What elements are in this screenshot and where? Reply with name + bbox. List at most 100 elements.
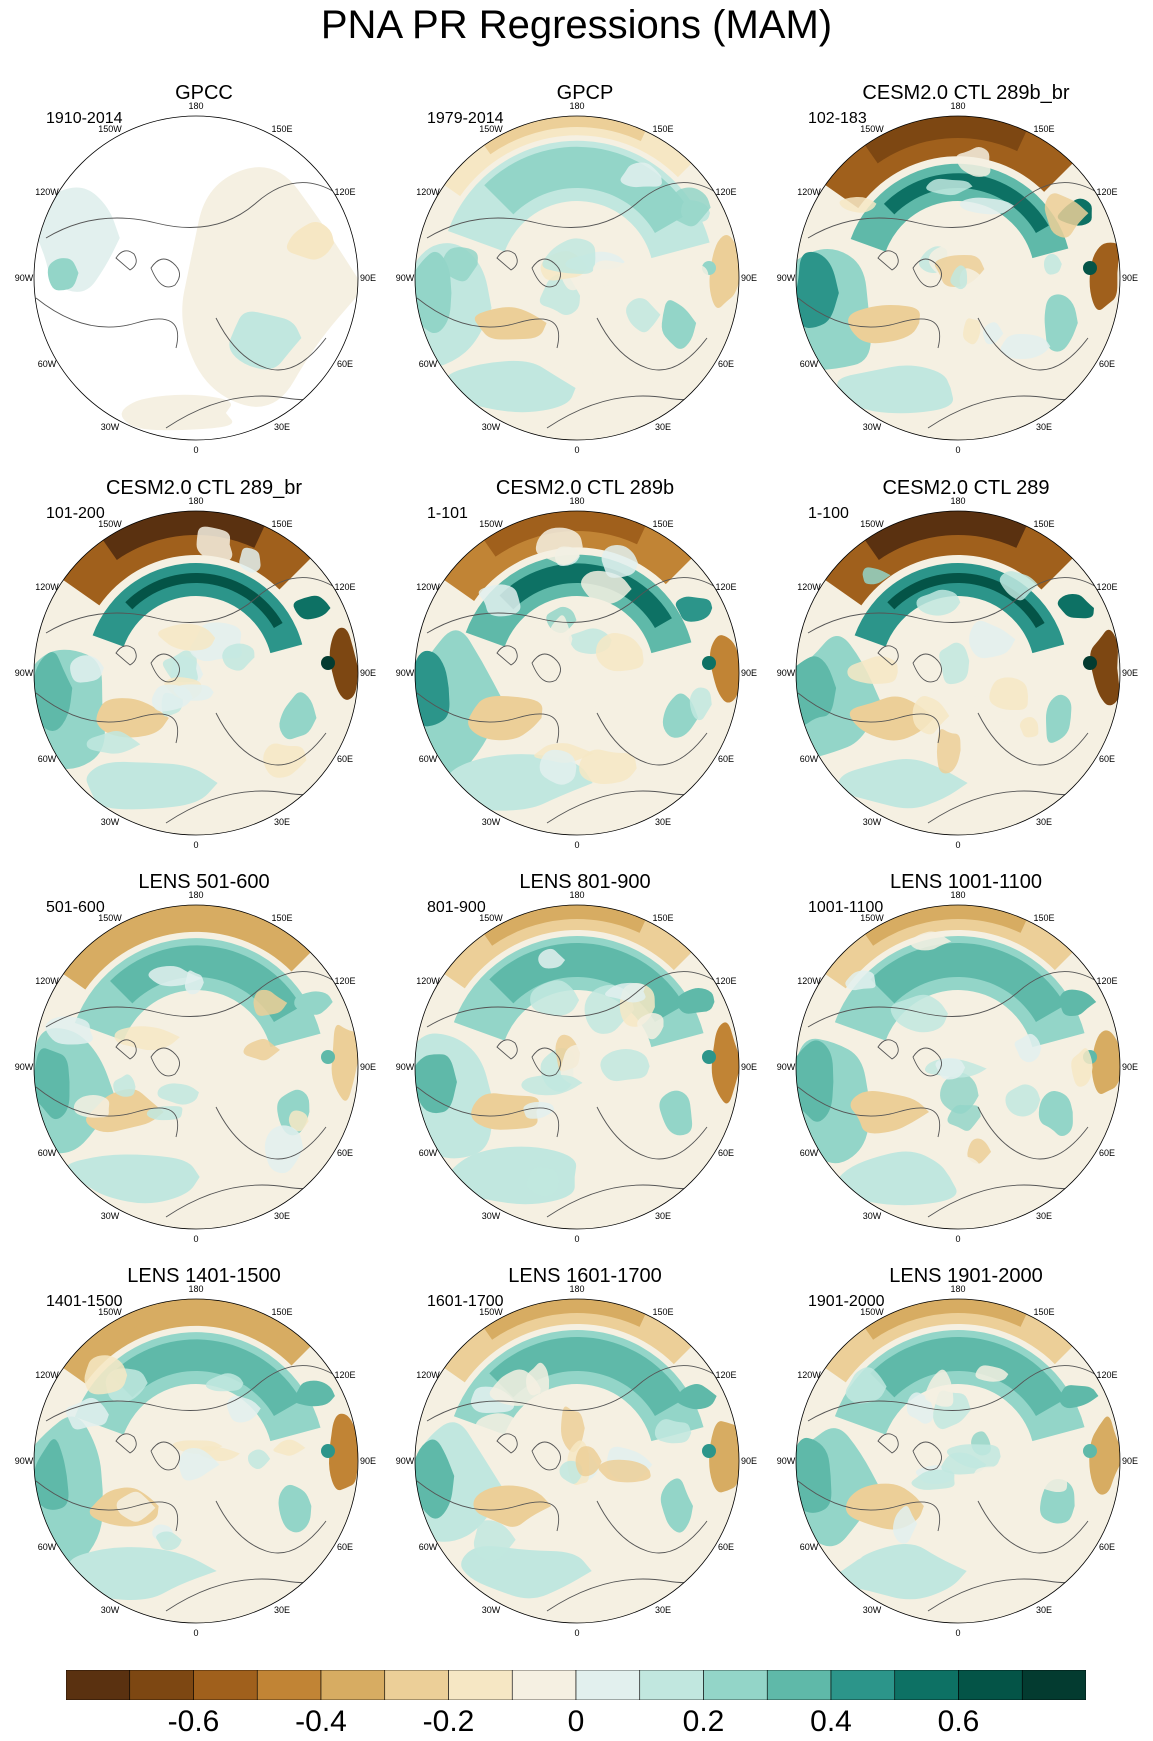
longitude-label: 90E bbox=[360, 273, 376, 283]
longitude-label: 60E bbox=[337, 1542, 353, 1552]
panel-title: LENS 1001-1100 bbox=[890, 871, 1042, 893]
noise-patch bbox=[273, 1439, 306, 1456]
coastline bbox=[912, 1441, 942, 1471]
wet-core-pacific bbox=[870, 943, 1066, 1022]
longitude-label: 30W bbox=[101, 1605, 120, 1615]
coastline bbox=[797, 1086, 940, 1138]
wet-spot-tibet bbox=[1083, 656, 1097, 670]
wet-band-pacific bbox=[92, 563, 303, 654]
longitude-label: 180 bbox=[569, 496, 584, 506]
noise-patch bbox=[983, 322, 1004, 345]
noise-patch bbox=[442, 247, 478, 282]
noise-patch bbox=[924, 1369, 954, 1407]
panel-period: 1-100 bbox=[808, 505, 849, 522]
noise-patch bbox=[939, 642, 970, 685]
noise-patch bbox=[911, 1469, 955, 1490]
panel-2: 0 30E 60E 90E 120E 150E 180 150W 120W 90W 60W 30W GP… bbox=[394, 80, 776, 475]
noise-patch bbox=[178, 1448, 220, 1481]
longitude-label: 180 bbox=[950, 1284, 965, 1294]
panel-5: 0 30E 60E 90E 120E 150E 180 150W 120W 90W 60W 30W CE… bbox=[394, 475, 776, 870]
map-border bbox=[795, 510, 1121, 836]
noise-patch bbox=[1044, 193, 1089, 238]
colorbar-svg bbox=[65, 1669, 1087, 1701]
longitude-label: 30W bbox=[482, 422, 501, 432]
wet-core-pacific bbox=[110, 1339, 302, 1416]
coastline bbox=[496, 1433, 518, 1454]
longitude-label: 30E bbox=[274, 817, 290, 827]
longitude-label: 90E bbox=[1122, 668, 1138, 678]
polar-map: 0 30E 60E 90E 120E 150E 180 150W 120W 90W 60W 30W bbox=[396, 1284, 757, 1638]
dry-region-canada bbox=[850, 1090, 929, 1134]
polar-map: 0 30E 60E 90E 120E 150E 180 150W 120W 90W 60W 30W bbox=[15, 890, 376, 1244]
coastline bbox=[35, 692, 178, 744]
longitude-label: 60E bbox=[1099, 359, 1115, 369]
longitude-label: 90E bbox=[741, 1456, 757, 1466]
noise-patch bbox=[165, 1495, 202, 1527]
noise-patch bbox=[956, 147, 991, 177]
coastline bbox=[35, 1086, 178, 1138]
dry-spot-east-asia bbox=[1091, 1030, 1120, 1094]
noise-patch bbox=[158, 623, 216, 651]
field-layer bbox=[796, 905, 1120, 1229]
noise-patch bbox=[164, 1068, 204, 1084]
longitude-label: 150W bbox=[479, 913, 503, 923]
noise-patch bbox=[926, 178, 973, 196]
map-border bbox=[414, 115, 740, 441]
coastline bbox=[150, 1047, 180, 1077]
coastline bbox=[797, 297, 940, 349]
panel-title: LENS 1901-2000 bbox=[889, 1265, 1043, 1287]
coastline bbox=[416, 1480, 559, 1532]
wet-band-atlantic bbox=[86, 761, 218, 810]
coastline bbox=[596, 317, 708, 371]
longitude-label: 90W bbox=[15, 273, 34, 283]
map-border bbox=[414, 1298, 740, 1624]
field-layer bbox=[796, 116, 1120, 440]
map-border bbox=[33, 1298, 359, 1624]
longitude-label: 30E bbox=[274, 1605, 290, 1615]
noise-patch bbox=[839, 196, 877, 213]
panel-title: LENS 1401-1500 bbox=[127, 1265, 281, 1287]
longitude-label: 180 bbox=[188, 890, 203, 900]
longitude-label: 30E bbox=[1036, 817, 1052, 827]
panel-period: 1401-1500 bbox=[46, 1293, 123, 1310]
map-border bbox=[33, 115, 359, 441]
coastline bbox=[150, 258, 180, 288]
longitude-label: 120W bbox=[797, 1370, 821, 1380]
noise-patch bbox=[243, 1039, 281, 1061]
dry-spot-east-asia bbox=[329, 627, 358, 700]
coastline bbox=[426, 1365, 718, 1422]
noise-patch bbox=[1019, 716, 1039, 738]
longitude-label: 150W bbox=[479, 124, 503, 134]
noise-patch bbox=[521, 1074, 583, 1096]
longitude-label: 60E bbox=[1099, 1542, 1115, 1552]
noise-patch bbox=[1042, 1476, 1068, 1493]
longitude-label: 150E bbox=[652, 124, 673, 134]
longitude-label: 60W bbox=[800, 1542, 819, 1552]
noise-patch bbox=[489, 1369, 541, 1406]
coastline bbox=[912, 653, 942, 683]
wet-spot-east-asia bbox=[293, 595, 331, 620]
coastline bbox=[426, 182, 718, 239]
longitude-label: 150W bbox=[479, 1307, 503, 1317]
coastline bbox=[426, 971, 718, 1028]
wet-core-north-america bbox=[415, 1054, 457, 1114]
colorbar-box bbox=[256, 1669, 322, 1701]
dry-region-canada bbox=[471, 1093, 539, 1130]
colorbar-tick-label: -0.2 bbox=[422, 1705, 475, 1738]
longitude-label: 0 bbox=[193, 1628, 198, 1638]
panel-title: GPCP bbox=[556, 82, 614, 104]
panel-title: CESM2.0 CTL 289b bbox=[495, 477, 675, 499]
colorbar-box bbox=[193, 1669, 258, 1701]
polar-map: 0 30E 60E 90E 120E 150E 180 150W 120W 90W 60W 30W bbox=[396, 496, 757, 850]
wet-spot-tibet bbox=[1083, 1444, 1097, 1458]
map-border bbox=[795, 115, 1121, 441]
coastline bbox=[596, 1500, 708, 1554]
coastline bbox=[416, 692, 559, 744]
noise-patch bbox=[157, 1083, 199, 1105]
colorbar-box bbox=[65, 1669, 131, 1701]
longitude-label: 180 bbox=[569, 1284, 584, 1294]
panel-period: 101-200 bbox=[46, 505, 105, 522]
longitude-label: 60W bbox=[38, 1542, 57, 1552]
longitude-label: 30E bbox=[655, 817, 671, 827]
longitude-label: 60E bbox=[718, 754, 734, 764]
